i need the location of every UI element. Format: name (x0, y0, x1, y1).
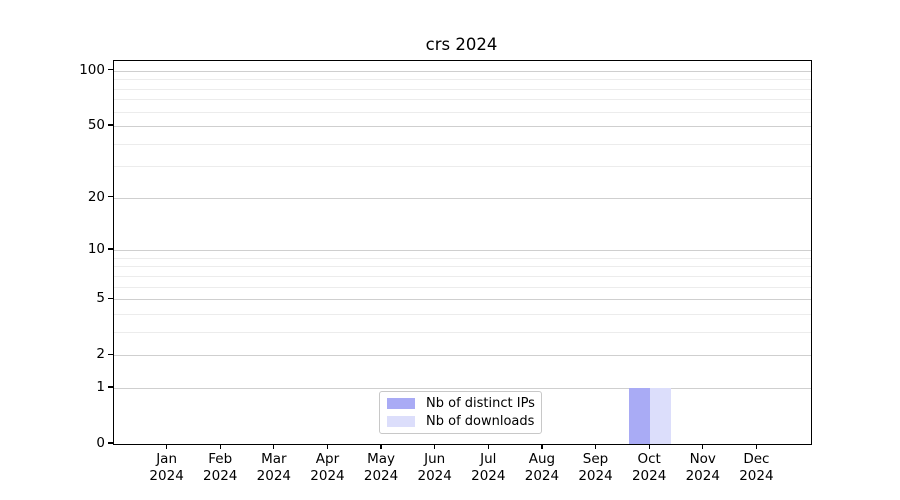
legend-item-distinct-ips: Nb of distinct IPs (387, 396, 535, 412)
y-tick-label: 5 (96, 290, 105, 307)
x-tick-mark (487, 444, 489, 449)
y-gridline-major (114, 299, 811, 301)
x-tick-mark (541, 444, 543, 449)
x-tick-label: Jul 2024 (471, 451, 506, 484)
y-tick-mark (108, 69, 113, 71)
legend: Nb of distinct IPs Nb of downloads (379, 391, 542, 434)
y-gridline-major (114, 387, 811, 389)
y-tick-label: 20 (87, 188, 105, 205)
y-gridline-minor (114, 275, 811, 277)
y-gridline-major (114, 126, 811, 128)
y-tick-label: 10 (87, 241, 105, 258)
y-gridline-minor (114, 266, 811, 268)
legend-label-downloads: Nb of downloads (426, 413, 535, 429)
y-tick-label: 2 (96, 346, 105, 363)
y-gridline-minor (114, 79, 811, 81)
x-tick-mark (326, 444, 329, 449)
y-tick-mark (108, 248, 113, 250)
y-gridline-minor (114, 143, 811, 145)
x-tick-mark (166, 444, 168, 449)
x-tick-label: Jan 2024 (149, 451, 184, 484)
y-tick-mark (108, 386, 113, 388)
y-gridline-major (114, 355, 811, 357)
x-tick-label: Nov 2024 (685, 451, 720, 484)
y-tick-mark (108, 442, 113, 444)
legend-item-downloads: Nb of downloads (387, 414, 534, 429)
x-tick-label: Sep 2024 (578, 451, 613, 484)
y-gridline-minor (114, 313, 811, 315)
y-gridline-major (114, 197, 811, 199)
x-tick-mark (755, 444, 757, 449)
y-gridline-minor (114, 111, 811, 113)
x-tick-mark (434, 444, 436, 449)
legend-swatch-distinct-ips (387, 398, 415, 410)
x-tick-label: Apr 2024 (310, 451, 345, 484)
y-tick-label: 100 (79, 61, 105, 78)
legend-swatch-downloads (387, 415, 415, 427)
bar-downloads (650, 387, 672, 444)
y-gridline-major (114, 250, 811, 252)
chart-title: crs 2024 (425, 35, 498, 54)
plot-area: Nb of distinct IPs Nb of downloads (113, 60, 812, 445)
y-gridline-minor (114, 88, 811, 90)
x-tick-label: Aug 2024 (524, 451, 560, 484)
x-tick-label: Dec 2024 (739, 451, 774, 484)
x-tick-mark (648, 444, 650, 449)
y-gridline-minor (114, 257, 811, 259)
x-tick-label: Feb 2024 (203, 451, 238, 484)
y-tick-label: 0 (96, 435, 105, 451)
y-gridline-major (114, 70, 811, 72)
y-tick-mark (108, 196, 113, 198)
x-tick-mark (219, 444, 221, 449)
y-tick-label: 1 (96, 378, 105, 395)
x-tick-label: Oct 2024 (631, 451, 667, 484)
x-tick-label: May 2024 (363, 451, 399, 484)
x-tick-label: Mar 2024 (256, 451, 292, 484)
y-gridline-minor (114, 331, 811, 333)
y-gridline-minor (114, 286, 811, 288)
x-tick-label: Jun 2024 (417, 451, 452, 484)
y-tick-label: 50 (87, 117, 105, 134)
x-tick-mark (273, 444, 275, 449)
x-tick-mark (594, 444, 597, 449)
y-gridline-minor (114, 99, 811, 101)
y-gridline-minor (114, 166, 811, 168)
y-tick-mark (108, 353, 113, 355)
bar-distinct-ips (629, 387, 651, 444)
x-tick-mark (702, 444, 704, 449)
y-tick-mark (108, 124, 113, 126)
legend-label-distinct-ips: Nb of distinct IPs (426, 396, 535, 412)
x-tick-mark (380, 444, 382, 449)
y-tick-mark (108, 297, 113, 299)
